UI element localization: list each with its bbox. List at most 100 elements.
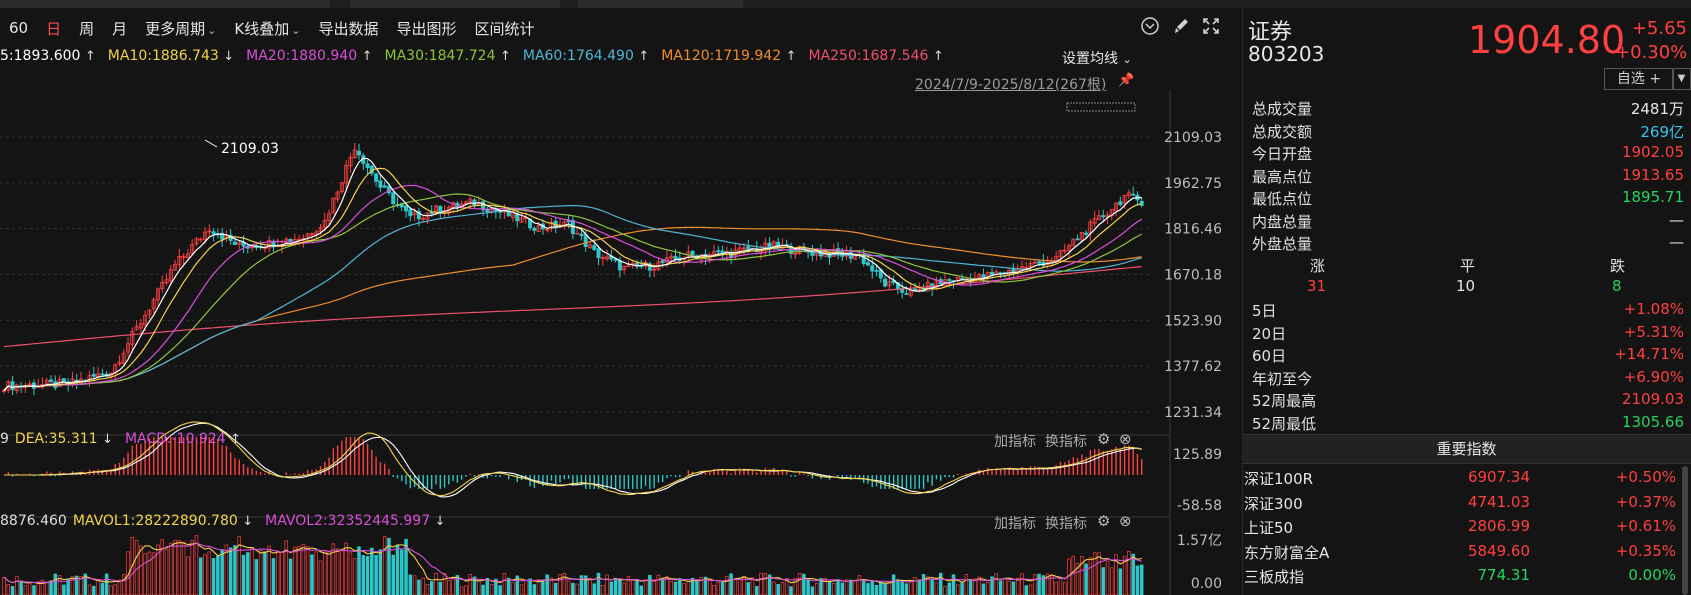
- candle: [117, 361, 122, 365]
- volume-bar: [275, 552, 280, 595]
- index-name: 上证50: [1244, 519, 1294, 537]
- volume-bar: [609, 581, 614, 595]
- volume-bar: [896, 579, 900, 595]
- add-watchlist-button[interactable]: 自选 +: [1604, 68, 1674, 90]
- period-tab-5[interactable]: K线叠加 ⌄: [225, 18, 309, 39]
- stat-value: 1902.05: [1621, 143, 1684, 161]
- vol-gear-icon[interactable]: ⚙: [1097, 512, 1111, 530]
- period-tab-7[interactable]: 导出图形: [387, 18, 465, 39]
- candle: [155, 288, 160, 301]
- index-row[interactable]: 东方财富全A 5849.60 +0.35%: [1244, 542, 1680, 566]
- candle: [519, 217, 524, 223]
- volume-bar: [712, 585, 716, 595]
- candle: [314, 231, 319, 235]
- candle: [160, 281, 165, 289]
- volume-bar: [737, 578, 742, 595]
- arrow-up-icon: ↑: [638, 49, 650, 64]
- set-ma-button[interactable]: 设置均线 ⌄: [1062, 51, 1132, 67]
- volume-bar: [181, 541, 186, 595]
- chevron-circle-down-icon[interactable]: [1139, 16, 1161, 38]
- candle: [27, 383, 32, 386]
- chart-area: 2109.03 1962.75 1816.46 1670.18 1523.90 1377.…: [0, 90, 1222, 595]
- volume-bar: [211, 558, 216, 595]
- watchlist-dropdown-icon[interactable]: ▼: [1672, 68, 1691, 90]
- date-range-link[interactable]: 2024/7/9-2025/8/12(267根): [915, 77, 1107, 93]
- volume-bar: [639, 585, 644, 595]
- volume-bar: [802, 573, 806, 595]
- volume-bar: [365, 556, 370, 595]
- volume-bar: [1097, 552, 1101, 595]
- macd-add-indicator[interactable]: 加指标: [994, 434, 1036, 450]
- tab-3[interactable]: [578, 0, 743, 8]
- candle: [382, 185, 387, 188]
- period-tab-4[interactable]: 更多周期 ⌄: [136, 18, 225, 39]
- candle: [1096, 215, 1101, 220]
- vol-add-indicator[interactable]: 加指标: [994, 516, 1036, 532]
- index-row[interactable]: 上证50 2806.99 +0.61%: [1244, 517, 1680, 541]
- period-tab-6[interactable]: 导出数据: [309, 18, 387, 39]
- fullscreen-icon[interactable]: [1200, 16, 1222, 38]
- pin-icon[interactable]: 📌: [1118, 73, 1135, 88]
- macd-switch-indicator[interactable]: 换指标: [1045, 434, 1087, 450]
- tab-1[interactable]: [0, 0, 330, 8]
- candle: [669, 255, 674, 259]
- return-label: 60日: [1252, 347, 1287, 365]
- volume-bar: [874, 584, 879, 595]
- vol-switch-indicator[interactable]: 换指标: [1045, 516, 1087, 532]
- index-name: 三板成指: [1244, 568, 1305, 586]
- tab-2[interactable]: [350, 0, 560, 8]
- macd-close-icon[interactable]: ⊗: [1119, 430, 1132, 448]
- period-tab-0[interactable]: 60: [0, 19, 37, 37]
- brush-icon[interactable]: [1170, 16, 1192, 38]
- period-tab-2[interactable]: 周: [70, 18, 103, 39]
- volume-bar: [960, 582, 964, 595]
- volume-bar: [57, 575, 62, 595]
- period-tab-1[interactable]: 日: [37, 18, 70, 39]
- volume-bar: [198, 557, 203, 595]
- volume-bar: [216, 555, 220, 595]
- stock-price: 1904.80: [1468, 18, 1626, 62]
- volume-bar: [395, 544, 400, 595]
- macd-gear-icon[interactable]: ⚙: [1097, 430, 1111, 448]
- volume-bar: [622, 582, 626, 595]
- volume-bar: [412, 575, 417, 595]
- volume-bar: [1088, 557, 1093, 595]
- macd-dea-line: [4, 421, 1142, 497]
- volume-bar: [968, 580, 973, 595]
- volume-bar: [541, 581, 545, 595]
- index-row[interactable]: 三板成指 774.31 0.00%: [1244, 566, 1680, 590]
- volume-bar: [1105, 560, 1110, 595]
- period-tab-8[interactable]: 区间统计: [465, 18, 543, 39]
- candle: [211, 231, 216, 235]
- volume-bar: [1114, 554, 1118, 595]
- index-scrollbar[interactable]: [1682, 466, 1688, 595]
- return-value: 2109.03: [1621, 390, 1684, 408]
- volume-bar: [613, 577, 618, 595]
- candle: [391, 192, 396, 205]
- volume-bar: [665, 576, 669, 595]
- candle: [113, 364, 118, 374]
- breadth-up-count: 31: [1307, 277, 1327, 295]
- vol-close-icon[interactable]: ⊗: [1119, 512, 1132, 530]
- index-price: 6907.34: [1467, 468, 1530, 486]
- volume-bar: [177, 540, 182, 595]
- volume-bar: [844, 579, 849, 595]
- candle: [374, 173, 379, 182]
- index-row[interactable]: 深证300 4741.03 +0.37%: [1244, 493, 1680, 517]
- volume-bar: [485, 578, 490, 595]
- volume-bar: [635, 579, 639, 595]
- volume-bar: [1020, 573, 1024, 595]
- period-tab-3[interactable]: 月: [103, 18, 136, 39]
- volume-bar: [772, 581, 776, 595]
- volume-bar: [806, 579, 810, 595]
- index-row[interactable]: 深证100R 6907.34 +0.50%: [1244, 468, 1680, 492]
- volume-bar: [1075, 563, 1080, 595]
- volume-bar: [630, 579, 635, 595]
- ma5-line: [3, 157, 1142, 391]
- volume-bar: [1127, 550, 1131, 595]
- stat-row: 最低点位 1895.71: [1252, 188, 1684, 210]
- volume-bar: [776, 584, 780, 595]
- candle: [617, 260, 622, 271]
- volume-bar: [1045, 573, 1050, 595]
- volume-bar: [763, 573, 768, 595]
